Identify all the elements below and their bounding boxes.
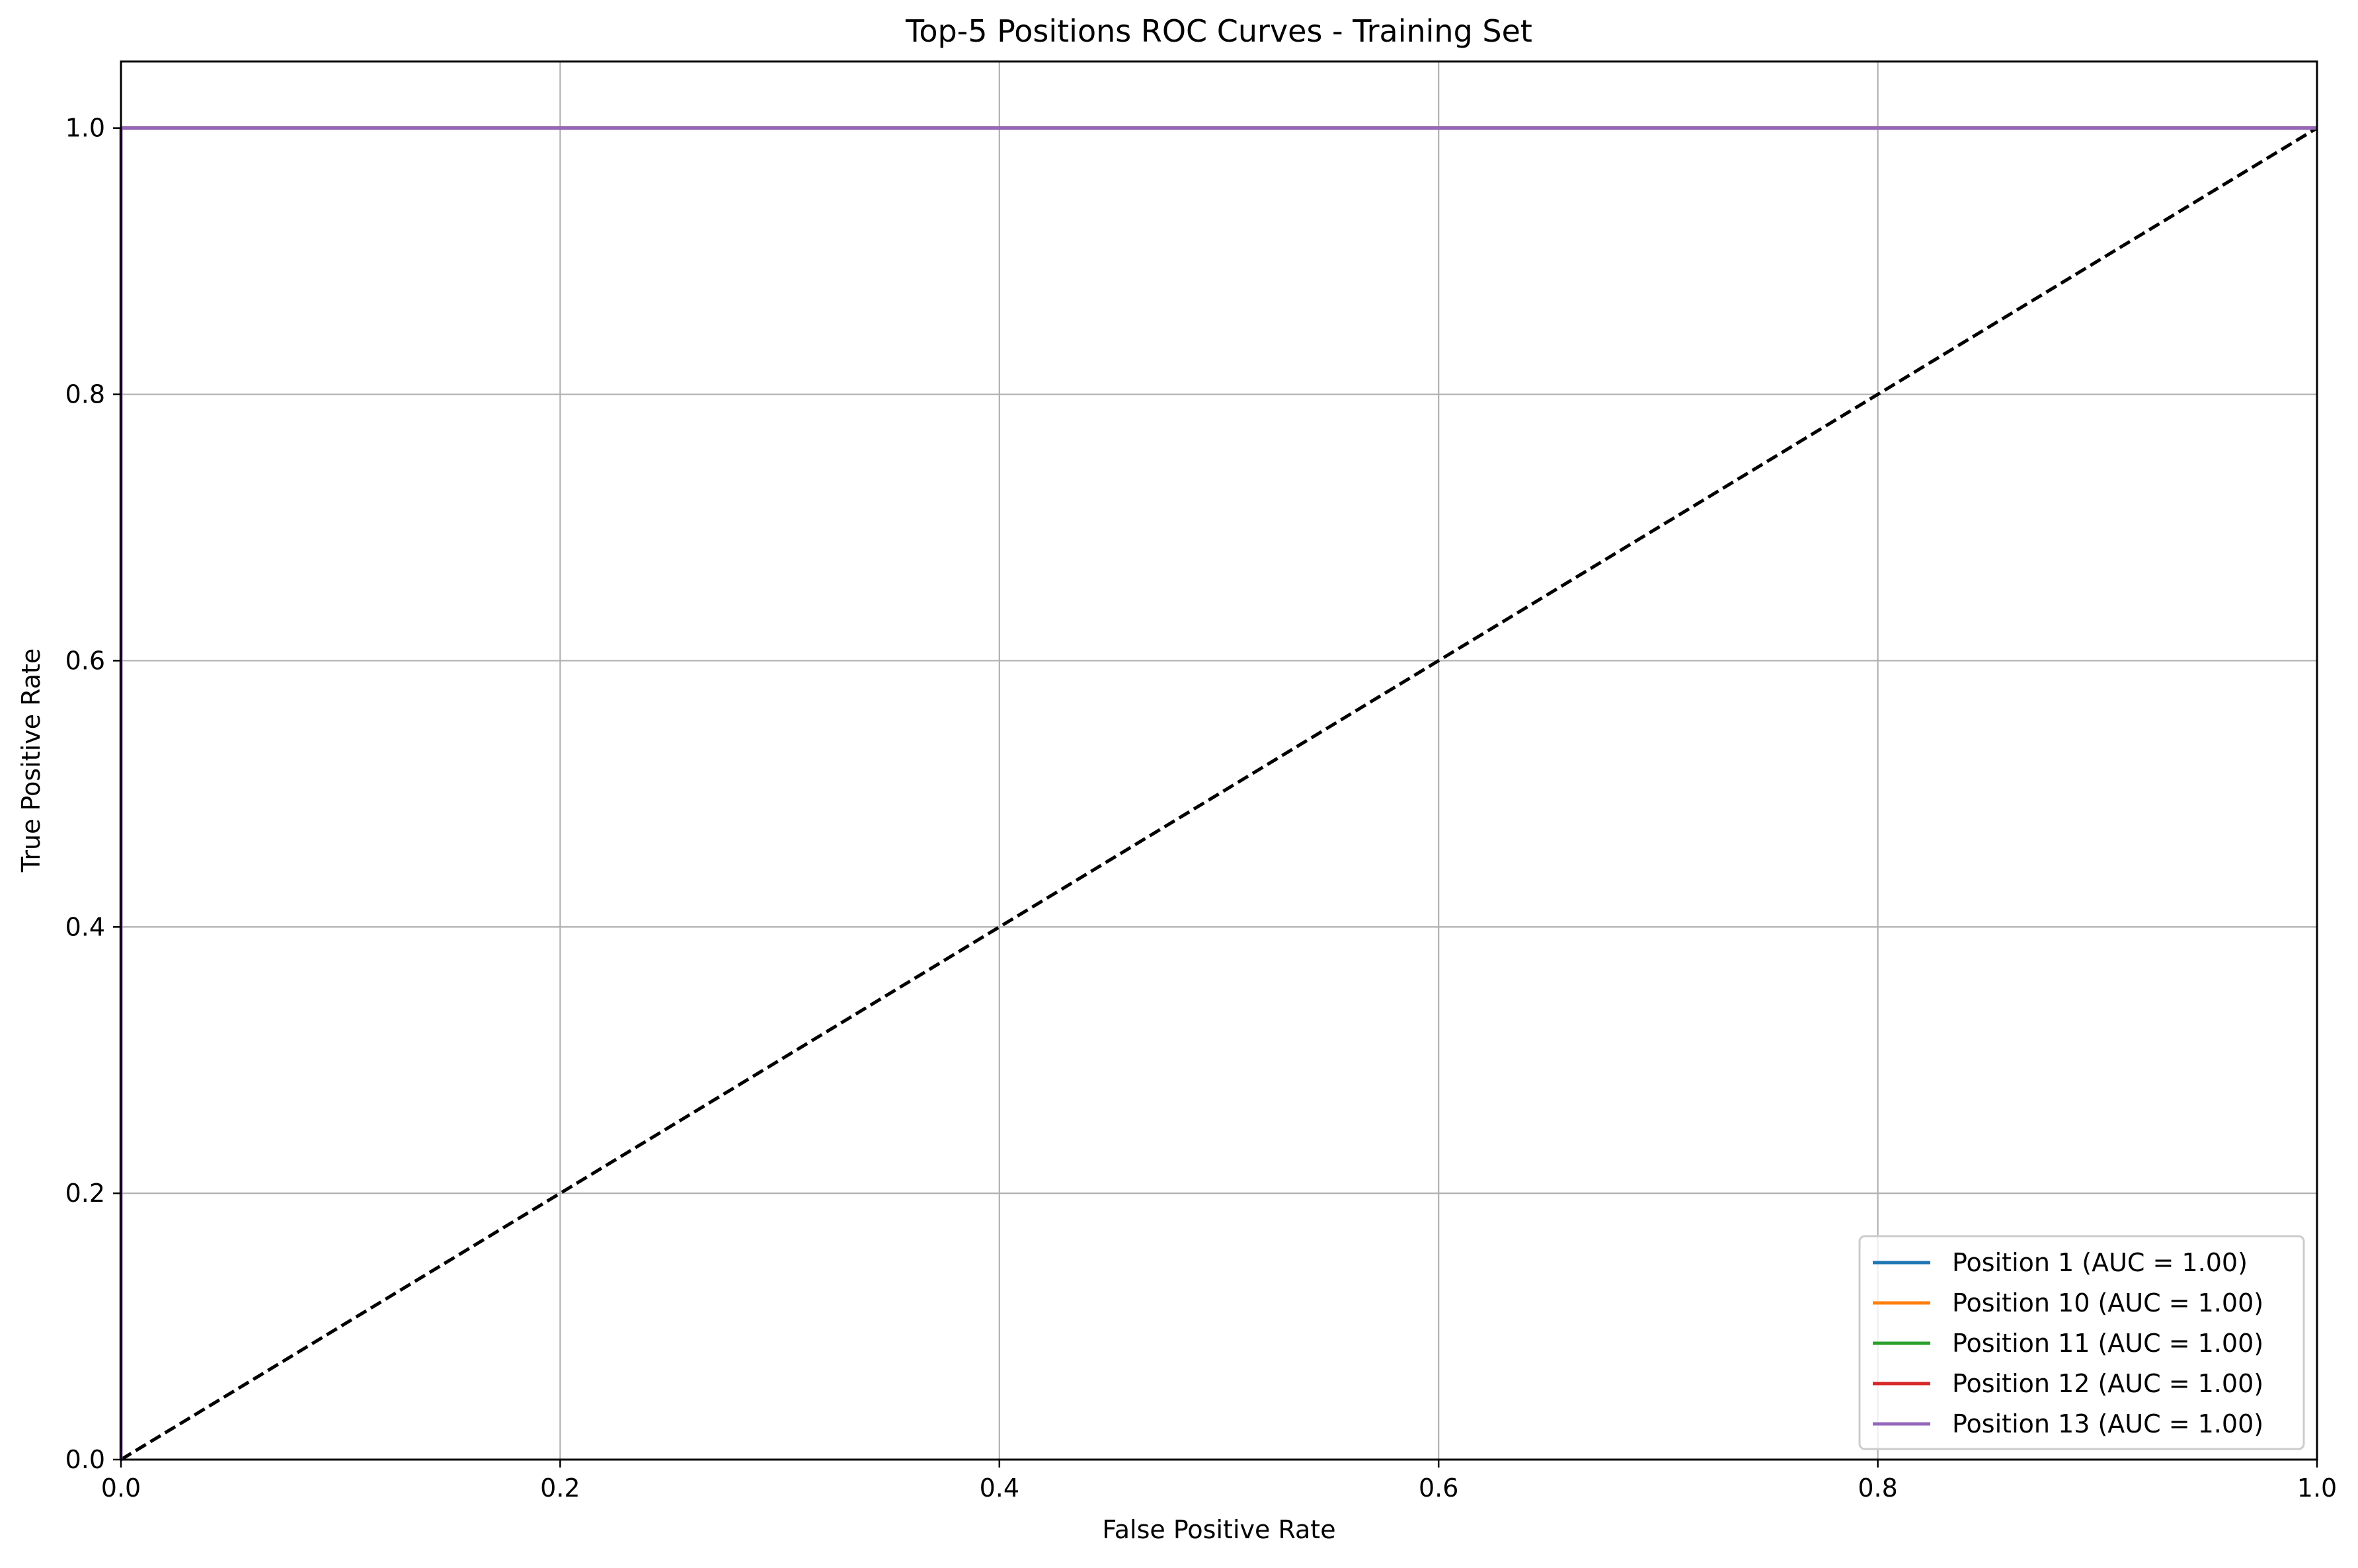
legend-label-1: Position 1 (AUC = 1.00) [1952, 1248, 2248, 1277]
y-axis-label: True Positive Rate [17, 648, 46, 873]
y-tick-label: 0.8 [65, 380, 105, 409]
legend-label-3: Position 11 (AUC = 1.00) [1952, 1329, 2263, 1358]
x-tick-label: 0.0 [101, 1473, 141, 1503]
plot-area [121, 61, 2317, 1460]
y-tick-label: 0.6 [65, 646, 105, 675]
y-tick-label: 0.2 [65, 1179, 105, 1208]
x-axis-label: False Positive Rate [1102, 1515, 1335, 1544]
legend-box [1858, 1235, 2305, 1450]
legend-label-2: Position 10 (AUC = 1.00) [1952, 1288, 2263, 1317]
legend-label-5: Position 13 (AUC = 1.00) [1952, 1409, 2263, 1438]
y-tick-label: 0.0 [65, 1445, 105, 1474]
y-tick-label: 0.4 [65, 912, 105, 941]
x-tick-label: 0.8 [1858, 1473, 1897, 1503]
plot-frame [120, 60, 2318, 1461]
x-tick-label: 0.2 [540, 1473, 580, 1503]
reference-line-layer [120, 126, 2318, 1462]
legend: Position 1 (AUC = 1.00) Position 10 (AUC … [1858, 1235, 2305, 1450]
y-axis-ticks: 0.0 0.2 0.4 0.6 0.8 1.0 [65, 114, 121, 1474]
chance-diagonal-line [120, 126, 2318, 1462]
y-tick-label: 1.0 [65, 114, 105, 143]
x-tick-label: 0.4 [980, 1473, 1019, 1503]
x-tick-label: 0.6 [1419, 1473, 1458, 1503]
x-tick-label: 1.0 [2297, 1473, 2337, 1503]
chart-title: Top-5 Positions ROC Curves - Training Se… [905, 13, 1532, 49]
legend-label-4: Position 12 (AUC = 1.00) [1952, 1369, 2263, 1398]
x-axis-ticks: 0.0 0.2 0.4 0.6 0.8 1.0 [101, 1460, 2337, 1503]
